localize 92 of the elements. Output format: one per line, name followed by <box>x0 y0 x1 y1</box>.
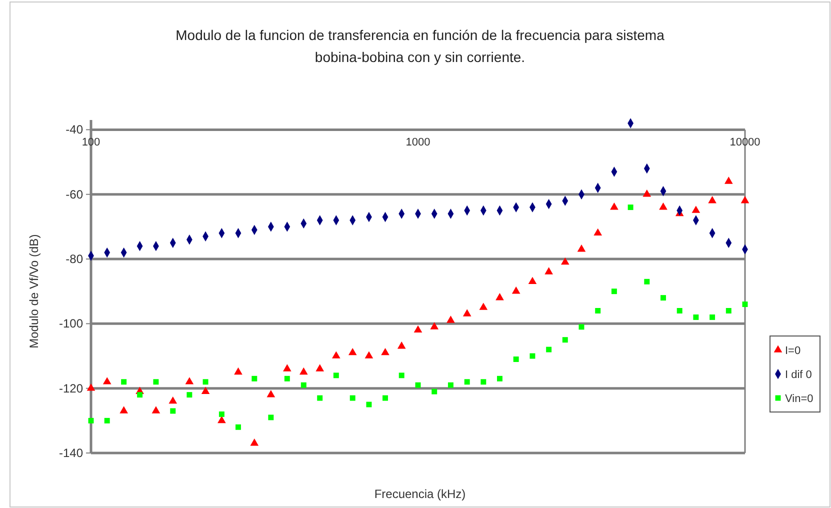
point <box>446 316 455 323</box>
point <box>726 308 732 314</box>
point <box>366 402 372 408</box>
y-tick-label: -140 <box>58 446 84 460</box>
point <box>742 302 748 308</box>
point <box>266 390 276 398</box>
point <box>120 406 128 414</box>
point <box>512 286 520 294</box>
x-tick-label: 1000 <box>406 136 430 149</box>
point <box>577 244 586 252</box>
y-axis-title: Modulo de Vf/Vo (dB) <box>27 234 41 348</box>
point <box>201 386 210 394</box>
point <box>530 353 536 359</box>
point <box>283 364 292 372</box>
point <box>560 257 570 265</box>
point <box>234 367 242 375</box>
point <box>642 190 652 197</box>
point <box>121 379 127 385</box>
point <box>480 379 486 385</box>
point <box>513 356 519 362</box>
point <box>137 392 143 398</box>
point <box>218 416 226 424</box>
point <box>628 204 634 210</box>
point <box>316 364 324 372</box>
point <box>235 424 241 430</box>
point <box>102 377 112 384</box>
point <box>381 348 390 356</box>
point <box>578 324 584 330</box>
point <box>185 377 194 384</box>
point <box>397 342 406 349</box>
chart-title: Modulo de la funcion de transferencia en función de la frecuencia para sistema bobina-bobina con y sin corriente. <box>176 27 665 65</box>
point <box>724 176 733 184</box>
point <box>299 367 308 375</box>
point <box>250 438 259 446</box>
point <box>464 379 470 385</box>
legend-label: I dif 0 <box>785 369 812 381</box>
point <box>610 202 618 210</box>
point <box>284 376 290 382</box>
point <box>462 309 472 316</box>
y-tick-label: -120 <box>58 381 84 396</box>
point <box>710 314 716 320</box>
point <box>202 379 208 385</box>
point <box>350 395 356 401</box>
point <box>546 346 552 352</box>
point <box>528 276 537 284</box>
legend-label: Vin=0 <box>785 393 814 405</box>
point <box>348 348 357 356</box>
point <box>153 379 159 385</box>
y-tick-label: -100 <box>58 316 84 331</box>
point <box>415 382 421 388</box>
point <box>317 395 323 401</box>
point <box>168 396 178 404</box>
point <box>660 295 666 301</box>
point <box>448 382 454 388</box>
point <box>398 372 404 378</box>
point <box>88 418 94 424</box>
point <box>432 388 438 394</box>
point <box>496 376 502 382</box>
point <box>595 308 601 314</box>
point <box>659 202 668 210</box>
y-tick-label: -60 <box>66 187 84 202</box>
point <box>611 288 617 294</box>
point <box>104 418 110 424</box>
legend-label: I=0 <box>785 345 801 357</box>
point <box>332 351 340 358</box>
point <box>496 293 504 300</box>
point <box>170 408 176 414</box>
point <box>676 308 682 314</box>
y-tick-label: -80 <box>66 252 84 266</box>
point <box>252 376 258 382</box>
point <box>414 325 422 333</box>
point <box>152 406 160 414</box>
point <box>430 322 439 330</box>
point <box>692 206 700 213</box>
point <box>333 372 339 378</box>
point <box>562 337 568 343</box>
point <box>186 392 192 398</box>
point <box>364 351 374 358</box>
point <box>86 384 96 391</box>
point <box>594 228 602 236</box>
point <box>268 414 274 420</box>
x-axis-title: Frecuencia (kHz) <box>374 487 466 501</box>
point <box>300 382 306 388</box>
point <box>382 395 388 401</box>
y-tick-label: -40 <box>66 122 84 137</box>
point <box>544 267 553 274</box>
point <box>708 196 716 204</box>
point <box>218 411 224 417</box>
point <box>644 278 650 284</box>
point <box>479 302 488 310</box>
point <box>740 196 750 204</box>
point <box>693 314 699 320</box>
